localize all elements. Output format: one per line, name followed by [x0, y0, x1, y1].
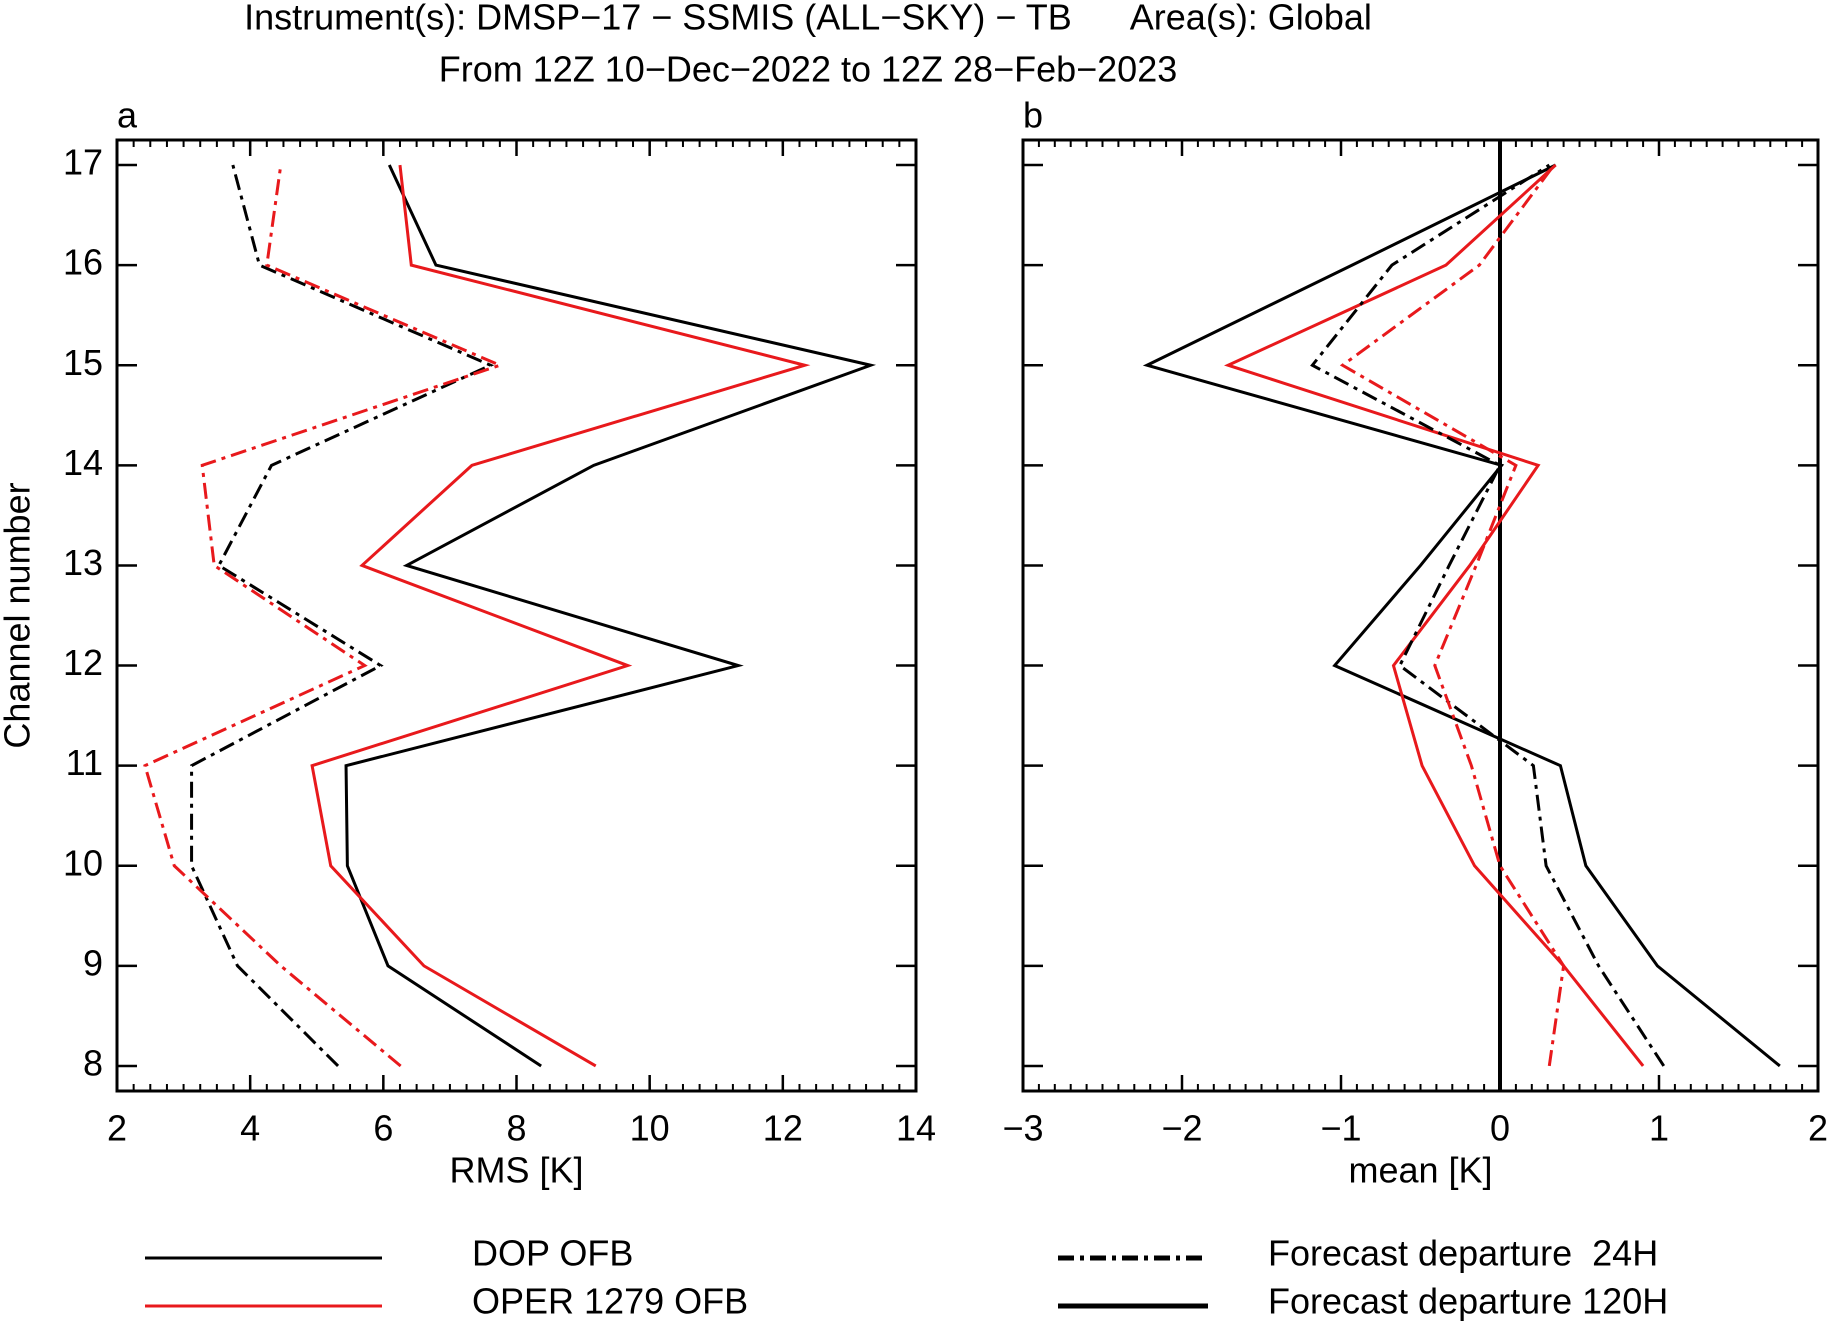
y-tick-label: 17	[63, 142, 103, 183]
y-tick-label: 10	[63, 842, 103, 883]
legend-label: DOP OFB	[472, 1233, 633, 1274]
chart-title: Instrument(s): DMSP−17 − SSMIS (ALL−SKY)…	[244, 0, 1372, 38]
series-line	[344, 164, 877, 1068]
x-tick-label: 4	[240, 1108, 260, 1149]
x-tick-label: 8	[506, 1108, 526, 1149]
x-tick-label: 2	[1808, 1108, 1828, 1149]
x-tick-label: −2	[1161, 1108, 1202, 1149]
series-line	[1223, 163, 1645, 1067]
legend-label: Forecast departure 120H	[1268, 1281, 1668, 1322]
x-axis-label: mean [K]	[1348, 1150, 1492, 1191]
panel-label: b	[1023, 95, 1043, 136]
x-tick-label: 14	[896, 1108, 936, 1149]
y-tick-label: 13	[63, 542, 103, 583]
x-tick-label: 2	[107, 1108, 127, 1149]
y-tick-label: 8	[83, 1042, 103, 1083]
y-tick-label: 15	[63, 342, 103, 383]
x-tick-label: 1	[1649, 1108, 1669, 1149]
y-tick-label: 14	[63, 442, 103, 483]
legend-label: OPER 1279 OFB	[472, 1281, 748, 1322]
plot-frame	[115, 138, 918, 1093]
series-line	[1310, 163, 1666, 1067]
y-tick-label: 12	[63, 642, 103, 683]
y-tick-label: 16	[63, 242, 103, 283]
series-line	[143, 164, 505, 1068]
x-axis-label: RMS [K]	[449, 1150, 583, 1191]
x-tick-label: 10	[630, 1108, 670, 1149]
y-axis-label: Channel number	[0, 482, 38, 748]
x-tick-label: 12	[763, 1108, 803, 1149]
x-tick-label: −1	[1320, 1108, 1361, 1149]
x-tick-label: 0	[1490, 1108, 1510, 1149]
series-line	[1339, 164, 1566, 1067]
y-tick-label: 9	[83, 942, 103, 983]
legend-label: Forecast departure 24H	[1268, 1233, 1658, 1274]
x-tick-label: −3	[1002, 1108, 1043, 1149]
plot-frame	[1021, 138, 1820, 1093]
series-line	[310, 164, 811, 1068]
y-tick-label: 11	[66, 742, 103, 783]
panel-label: a	[117, 95, 138, 136]
series-line	[1142, 163, 1781, 1068]
x-tick-label: 6	[373, 1108, 393, 1149]
chart-subtitle: From 12Z 10−Dec−2022 to 12Z 28−Feb−2023	[439, 49, 1178, 90]
series-line	[190, 164, 495, 1068]
